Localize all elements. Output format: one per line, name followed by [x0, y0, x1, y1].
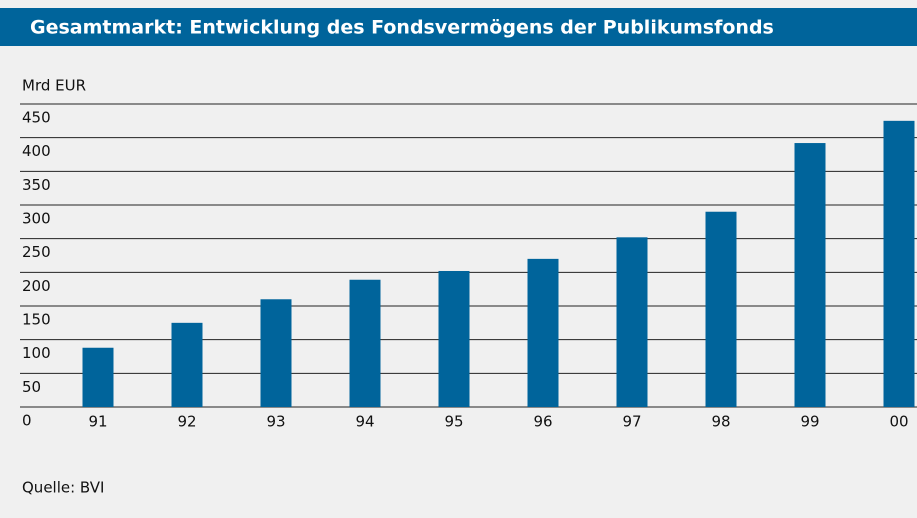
bar	[883, 120, 915, 407]
y-tick-label: 50	[22, 378, 41, 396]
chart-title: Gesamtmarkt: Entwicklung des Fondsvermög…	[30, 17, 774, 39]
x-tick-label: 94	[355, 413, 374, 431]
bar	[794, 143, 826, 407]
y-tick-label: 300	[22, 210, 51, 228]
y-tick-label: 200	[22, 277, 51, 295]
source: Quelle: BVI	[22, 479, 104, 497]
y-tick-label: 100	[22, 344, 51, 362]
bar	[438, 270, 470, 407]
x-tick-label: 93	[266, 413, 285, 431]
y-axis-label: Mrd EUR	[22, 77, 86, 95]
y-tick-label: 350	[22, 176, 51, 194]
y-tick-label: 450	[22, 109, 51, 127]
x-tick-label: 95	[444, 413, 463, 431]
bar	[260, 299, 292, 407]
y-tick-label: 250	[22, 243, 51, 261]
x-tick-label: 91	[88, 413, 107, 431]
y-tick-label: 0	[22, 412, 32, 430]
x-tick-label: 99	[800, 413, 819, 431]
bar	[171, 322, 203, 407]
bar	[527, 258, 559, 407]
y-tick-label: 150	[22, 311, 51, 329]
bar	[349, 279, 381, 407]
title-bar	[0, 8, 917, 46]
x-tick-label: 96	[533, 413, 552, 431]
bar	[82, 347, 114, 407]
x-tick-label: 97	[622, 413, 641, 431]
bar	[705, 211, 737, 407]
bar	[616, 237, 648, 407]
x-tick-label: 00	[889, 413, 908, 431]
x-tick-label: 92	[177, 413, 196, 431]
x-tick-label: 98	[711, 413, 730, 431]
y-tick-label: 400	[22, 142, 51, 160]
